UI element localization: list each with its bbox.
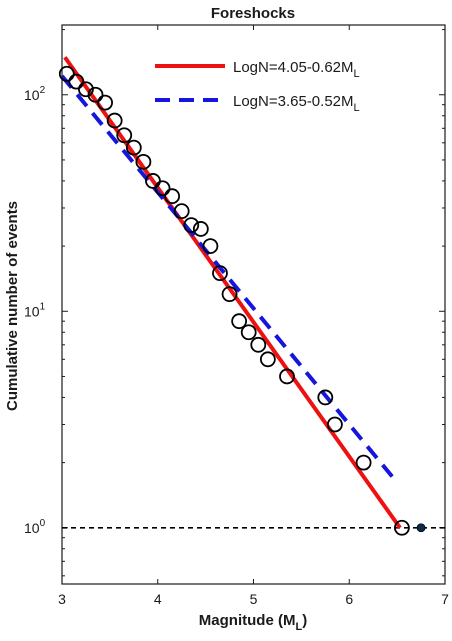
fit-lines [60,56,402,529]
data-point [183,217,200,234]
data-point [58,65,75,82]
data-point [97,94,113,111]
x-axis: 3 4 5 6 7 [58,25,449,607]
x-tick-label: 7 [441,591,449,607]
x-tick-label: 5 [250,591,258,607]
data-point [231,313,248,330]
y-tick-label: 100 [24,518,46,536]
legend-label-blue: LogN=3.65-0.52ML [233,93,360,114]
y-axis-label: Cumulative number of events [4,201,21,411]
data-point [164,188,181,205]
data-point [202,238,219,254]
data-point [259,351,276,368]
data-point [87,86,104,103]
x-axis-label: Magnitude (ML) [199,612,307,633]
data-point [125,139,142,156]
x-tick-label: 6 [345,591,353,607]
data-point [326,416,343,433]
extra-data-point [416,523,426,533]
data-point [106,112,123,129]
data-point [279,368,295,385]
data-point [250,336,267,353]
data-point [221,286,238,303]
data-point [394,519,410,536]
y-tick-label: 101 [24,301,46,319]
data-point [355,454,372,471]
data-points [58,65,426,536]
data-point [173,203,190,220]
fit-line-blue-dashed [60,74,395,480]
legend: LogN=4.05-0.62ML LogN=3.65-0.52ML [155,59,360,114]
fit-line-red [63,56,402,529]
y-axis: 100 101 102 [24,29,445,577]
data-point [78,81,94,98]
y-tick-label: 102 [24,85,46,103]
data-point [212,265,228,282]
legend-label-red: LogN=4.05-0.62ML [233,59,360,80]
data-point [240,324,257,341]
x-tick-label: 3 [58,591,66,607]
data-point [192,221,209,237]
data-point [135,153,152,170]
data-point [154,180,171,197]
plot-frame [61,24,446,585]
x-tick-label: 4 [154,591,162,607]
chart-title: Foreshocks [211,5,295,22]
data-point [116,127,133,144]
data-point [68,73,85,90]
data-point [317,389,334,406]
